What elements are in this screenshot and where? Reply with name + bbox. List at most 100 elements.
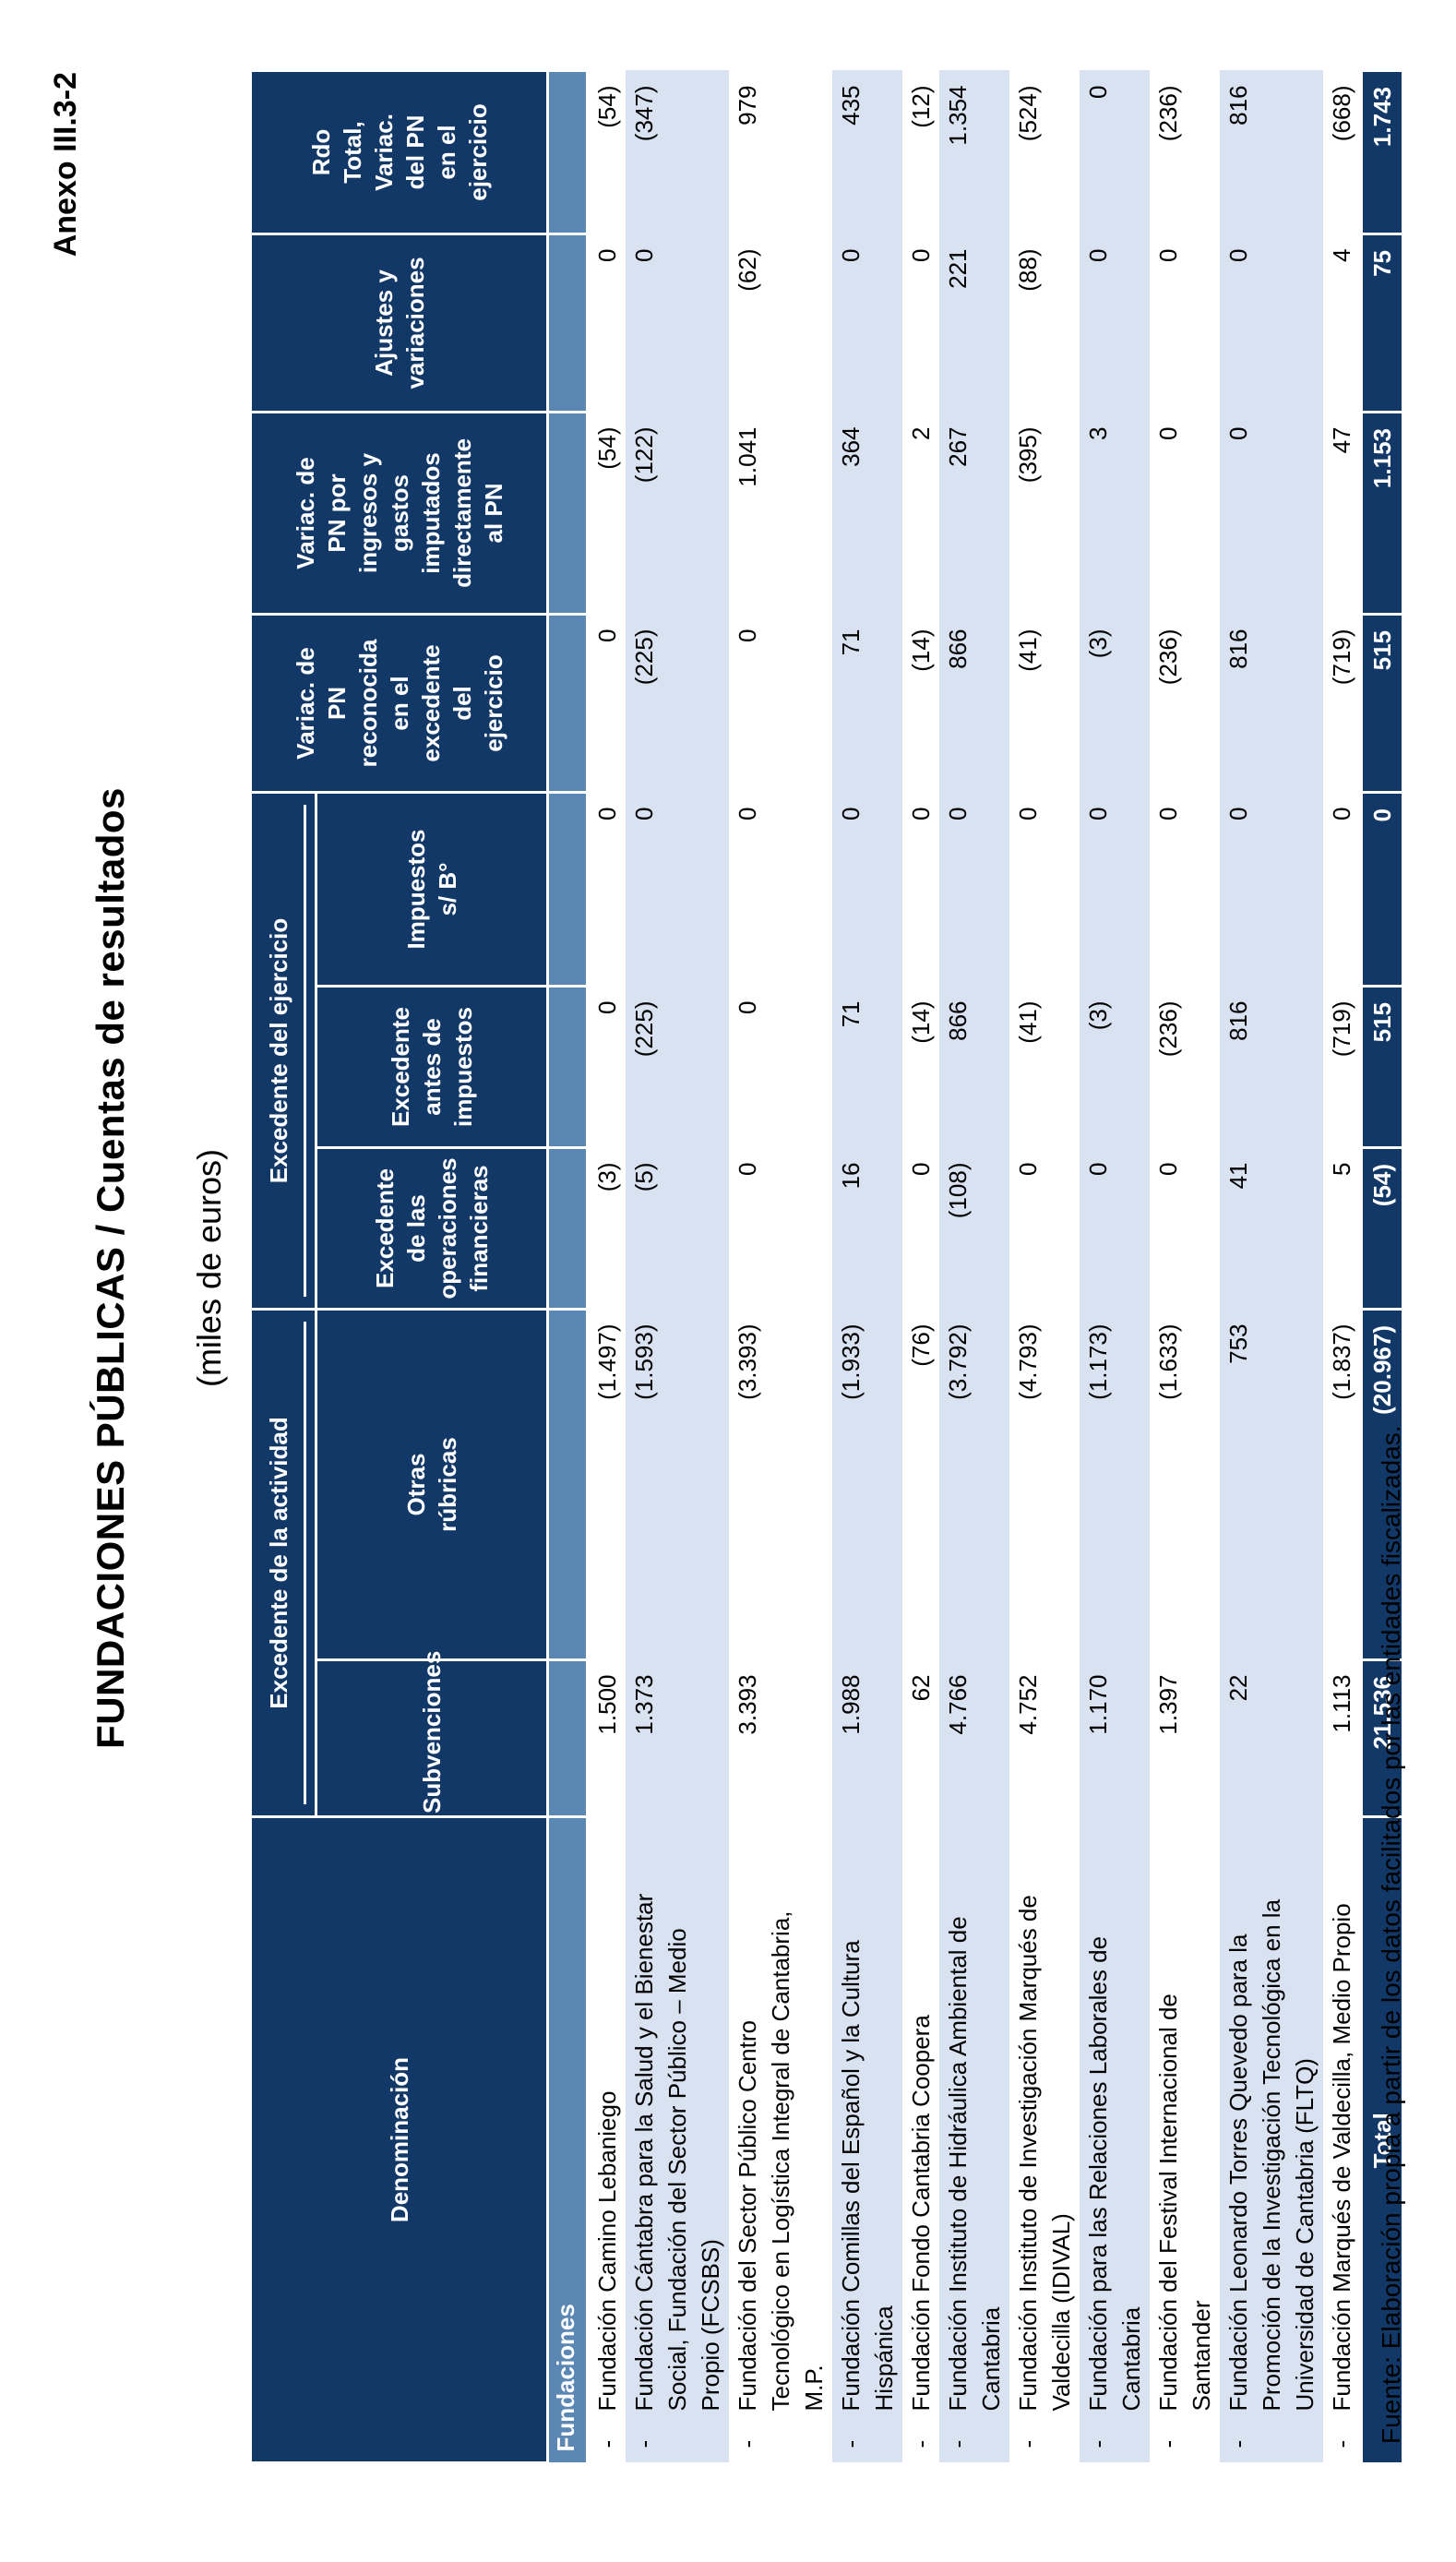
value-cell: 1.373 bbox=[626, 1659, 729, 1817]
total-value-cell: 75 bbox=[1361, 233, 1403, 413]
foundation-name: - Fundación Instituto de Hidráulica Ambie… bbox=[939, 1816, 1009, 2463]
table-row: - Fundación del Festival Internacional de… bbox=[1150, 70, 1220, 2463]
value-cell: 0 bbox=[1080, 233, 1150, 413]
table-row: - Fundación del Sector Público Centro Tec… bbox=[729, 70, 832, 2463]
value-cell: (1.593) bbox=[626, 1309, 729, 1660]
value-cell: 0 bbox=[729, 1147, 832, 1310]
value-cell: 1.397 bbox=[1150, 1659, 1220, 1817]
col-header-denominacion: Denominación bbox=[250, 1816, 548, 2463]
value-cell: 22 bbox=[1220, 1659, 1323, 1817]
value-cell: 0 bbox=[1220, 412, 1323, 615]
value-cell: (668) bbox=[1323, 70, 1362, 234]
value-cell: 435 bbox=[832, 70, 902, 234]
value-cell: (62) bbox=[729, 233, 832, 413]
value-cell: (41) bbox=[1009, 986, 1080, 1148]
foundation-name: - Fundación Marqués de Valdecilla, Medio … bbox=[1323, 1816, 1362, 2463]
table-row: - Fundación para las Relaciones Laborales… bbox=[1080, 70, 1150, 2463]
value-cell: 0 bbox=[1009, 792, 1080, 987]
value-cell: (5) bbox=[626, 1147, 729, 1310]
value-cell: 0 bbox=[1080, 792, 1150, 987]
value-cell: (236) bbox=[1150, 614, 1220, 793]
value-cell: 979 bbox=[729, 70, 832, 234]
foundation-name: - Fundación Leonardo Torres Quevedo para … bbox=[1220, 1816, 1323, 2463]
value-cell: (3.792) bbox=[939, 1309, 1009, 1660]
value-cell: 0 bbox=[729, 986, 832, 1148]
value-cell: 267 bbox=[939, 412, 1009, 615]
value-cell: 3 bbox=[1080, 412, 1150, 615]
table-row: - Fundación Camino Lebaniego 1.500 (1.497)(… bbox=[587, 70, 626, 2463]
value-cell: (719) bbox=[1323, 986, 1362, 1148]
foundation-name: - Fundación del Festival Internacional de… bbox=[1150, 1816, 1220, 2463]
value-cell: 16 bbox=[832, 1147, 902, 1310]
value-cell: 1.041 bbox=[729, 412, 832, 615]
value-cell: 0 bbox=[832, 792, 902, 987]
value-cell: (76) bbox=[902, 1309, 939, 1660]
col-header-impuestos: Impuestos s/ B° bbox=[316, 792, 548, 987]
list-dash: - bbox=[907, 2439, 935, 2448]
value-cell: 0 bbox=[1150, 1147, 1220, 1310]
group-header-excedente-ejercicio: Excedente del ejercicio bbox=[250, 792, 316, 1310]
list-dash: - bbox=[734, 2439, 761, 2448]
value-cell: 4 bbox=[1323, 233, 1362, 413]
value-cell: (3) bbox=[587, 1147, 626, 1310]
value-cell: (225) bbox=[626, 614, 729, 793]
value-cell: 0 bbox=[1150, 792, 1220, 987]
foundation-name: - Fundación Camino Lebaniego bbox=[587, 1816, 626, 2463]
value-cell: 0 bbox=[902, 1147, 939, 1310]
total-value-cell: 515 bbox=[1361, 986, 1403, 1148]
value-cell: 816 bbox=[1220, 70, 1323, 234]
value-cell: (41) bbox=[1009, 614, 1080, 793]
value-cell: 41 bbox=[1220, 1147, 1323, 1310]
value-cell: 866 bbox=[939, 614, 1009, 793]
page-title: FUNDACIONES PÚBLICAS / Cuentas de result… bbox=[89, 787, 132, 1749]
value-cell: (4.793) bbox=[1009, 1309, 1080, 1660]
value-cell: (236) bbox=[1150, 986, 1220, 1148]
foundation-name: - Fundación Comillas del Español y la Cul… bbox=[832, 1816, 902, 2463]
value-cell: (122) bbox=[626, 412, 729, 615]
value-cell: (3) bbox=[1080, 986, 1150, 1148]
results-table: Denominación Excedente de la actividad E… bbox=[249, 69, 1404, 2464]
value-cell: 0 bbox=[729, 792, 832, 987]
value-cell: (12) bbox=[902, 70, 939, 234]
table-row: - Fundación Fondo Cantabria Coopera 62 (76)… bbox=[902, 70, 939, 2463]
value-cell: (1.497) bbox=[587, 1309, 626, 1660]
col-header-exc-antes-impuestos: Excedente antes de impuestos bbox=[316, 986, 548, 1148]
list-dash: - bbox=[1328, 2439, 1355, 2448]
table-row: - Fundación Instituto de Hidráulica Ambie… bbox=[939, 70, 1009, 2463]
value-cell: 3.393 bbox=[729, 1659, 832, 1817]
list-dash: - bbox=[593, 2439, 621, 2448]
col-header-subvenciones: Subvenciones bbox=[316, 1651, 548, 1817]
col-header-variac-ingresos: Variac. de PN por ingresos y gastos impu… bbox=[250, 412, 548, 615]
value-cell: 0 bbox=[587, 792, 626, 987]
value-cell: 0 bbox=[626, 233, 729, 413]
value-cell: 0 bbox=[626, 792, 729, 987]
value-cell: 0 bbox=[1009, 1147, 1080, 1310]
col-header-exc-op-financieras: Excedente de las operaciones financieras bbox=[316, 1147, 548, 1310]
value-cell: 0 bbox=[729, 614, 832, 793]
table-row: - Fundación Cántabra para la Salud y el B… bbox=[626, 70, 729, 2463]
col-header-variac-reconocida: Variac. de PN reconocida en el excedente… bbox=[250, 614, 548, 793]
table-row: - Fundación Marqués de Valdecilla, Medio … bbox=[1323, 70, 1362, 2463]
col-header-otras-rubricas: Otras rúbricas bbox=[316, 1309, 548, 1660]
table-row: - Fundación Comillas del Español y la Cul… bbox=[832, 70, 902, 2463]
value-cell: 1.354 bbox=[939, 70, 1009, 234]
value-cell: (347) bbox=[626, 70, 729, 234]
value-cell: 4.752 bbox=[1009, 1659, 1080, 1817]
list-dash: - bbox=[1014, 2439, 1042, 2448]
value-cell: 71 bbox=[832, 986, 902, 1148]
value-cell: 221 bbox=[939, 233, 1009, 413]
value-cell: 0 bbox=[587, 614, 626, 793]
value-cell: 1.113 bbox=[1323, 1659, 1362, 1817]
value-cell: 866 bbox=[939, 986, 1009, 1148]
list-dash: - bbox=[630, 2439, 658, 2448]
value-cell: (1.933) bbox=[832, 1309, 902, 1660]
foundation-name: - Fundación para las Relaciones Laborales… bbox=[1080, 1816, 1150, 2463]
value-cell: (1.837) bbox=[1323, 1309, 1362, 1660]
value-cell: (225) bbox=[626, 986, 729, 1148]
value-cell: 0 bbox=[587, 986, 626, 1148]
section-label: Fundaciones bbox=[547, 1816, 588, 2463]
list-dash: - bbox=[837, 2439, 865, 2448]
value-cell: (14) bbox=[902, 614, 939, 793]
value-cell: 1.500 bbox=[587, 1659, 626, 1817]
